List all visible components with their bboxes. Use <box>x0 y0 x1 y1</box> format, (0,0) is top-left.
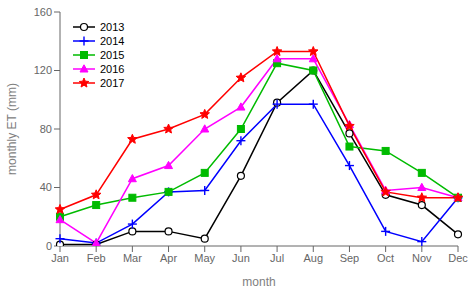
svg-text:Feb: Feb <box>87 252 106 264</box>
svg-text:160: 160 <box>34 6 52 18</box>
svg-text:Nov: Nov <box>412 252 432 264</box>
svg-text:Sep: Sep <box>340 252 360 264</box>
svg-text:Jan: Jan <box>51 252 69 264</box>
svg-text:Jun: Jun <box>232 252 250 264</box>
svg-text:80: 80 <box>40 123 52 135</box>
html-text:2015: 2015 <box>100 49 125 61</box>
html-text:2016: 2016 <box>100 63 125 75</box>
svg-text:month: month <box>242 275 275 289</box>
svg-text:Aug: Aug <box>303 252 323 264</box>
svg-text:Mar: Mar <box>123 252 142 264</box>
html-text:2014: 2014 <box>100 35 125 47</box>
svg-text:0: 0 <box>46 240 52 252</box>
html-text:2017: 2017 <box>100 77 125 89</box>
svg-text:May: May <box>194 252 215 264</box>
svg-text:Oct: Oct <box>377 252 394 264</box>
svg-text:Jul: Jul <box>270 252 284 264</box>
svg-text:Dec: Dec <box>448 252 466 264</box>
html-text:2013: 2013 <box>100 21 125 33</box>
svg-text:40: 40 <box>40 181 52 193</box>
svg-text:120: 120 <box>34 64 52 76</box>
svg-text:monthly ET (mm): monthly ET (mm) <box>8 83 19 175</box>
svg-text:Apr: Apr <box>160 252 177 264</box>
